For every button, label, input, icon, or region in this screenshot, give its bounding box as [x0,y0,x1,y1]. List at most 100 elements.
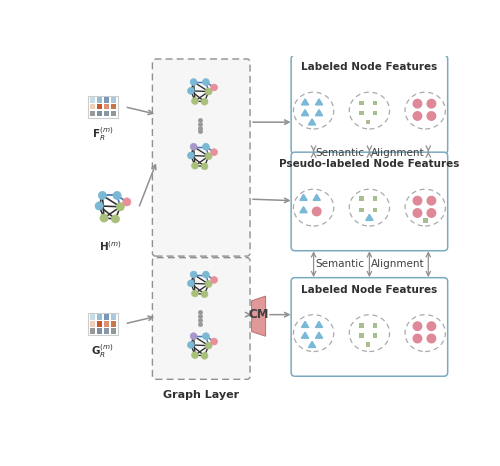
Circle shape [190,144,197,150]
Circle shape [201,163,208,170]
Bar [372,110,377,115]
Polygon shape [302,110,308,116]
Circle shape [210,149,218,156]
Bar [90,321,95,327]
Bar [372,101,377,105]
Text: Labeled Node Features: Labeled Node Features [302,62,438,72]
Text: Semantic: Semantic [316,148,365,158]
Text: Alignment: Alignment [371,259,424,269]
Bar [110,97,116,103]
Bar [96,104,102,110]
Bar [90,104,95,110]
Polygon shape [252,296,266,336]
Circle shape [113,192,121,199]
Circle shape [413,112,422,120]
Circle shape [210,338,218,345]
Circle shape [312,207,321,216]
Text: CM: CM [248,308,269,321]
Bar [366,120,370,124]
FancyBboxPatch shape [88,96,118,118]
Circle shape [98,192,106,199]
Circle shape [427,334,436,343]
Polygon shape [302,99,308,105]
FancyBboxPatch shape [291,152,448,251]
Text: $\mathbf{G}_{R}^{(m)}$: $\mathbf{G}_{R}^{(m)}$ [92,343,114,360]
FancyBboxPatch shape [152,258,250,379]
Text: Graph Layer: Graph Layer [163,390,240,400]
Text: $\mathbf{H}^{(m)}$: $\mathbf{H}^{(m)}$ [99,239,122,253]
Circle shape [413,197,422,205]
Bar [360,110,364,115]
Bar [90,97,95,103]
Text: Semantic: Semantic [316,259,365,269]
Circle shape [427,99,436,108]
Bar [90,328,95,334]
Circle shape [112,215,120,223]
Circle shape [116,203,124,211]
Bar [110,111,116,116]
Bar [372,196,377,201]
Polygon shape [316,322,322,328]
Circle shape [205,342,212,349]
Bar [360,333,364,338]
Bar [96,97,102,103]
Circle shape [190,79,197,85]
Bar [372,208,377,212]
Polygon shape [308,119,316,125]
Circle shape [210,277,218,283]
Bar [104,321,109,327]
Bar [96,328,102,334]
Circle shape [427,112,436,120]
Text: Pseudo-labeled Node Features: Pseudo-labeled Node Features [279,159,460,169]
Bar [90,111,95,116]
Polygon shape [366,214,373,220]
Bar [104,314,109,320]
Bar [372,323,377,328]
Circle shape [190,333,197,340]
Circle shape [427,209,436,217]
Circle shape [188,152,194,159]
Bar [96,321,102,327]
Bar [423,219,428,223]
Circle shape [205,153,212,159]
Polygon shape [313,194,320,200]
Bar [104,104,109,110]
FancyBboxPatch shape [88,313,118,335]
Bar [360,196,364,201]
Circle shape [413,322,422,330]
Circle shape [201,98,208,105]
Circle shape [192,352,198,358]
Bar [360,101,364,105]
FancyBboxPatch shape [152,59,250,256]
Bar [90,314,95,320]
Circle shape [427,197,436,205]
Circle shape [95,202,103,210]
Circle shape [205,88,212,95]
Circle shape [413,209,422,217]
Polygon shape [316,99,322,105]
Circle shape [202,333,209,340]
Circle shape [202,79,209,85]
Circle shape [201,291,208,298]
Polygon shape [308,342,316,348]
FancyBboxPatch shape [291,55,448,154]
Circle shape [123,198,131,206]
Text: Alignment: Alignment [371,148,424,158]
Circle shape [205,281,212,288]
Circle shape [427,322,436,330]
Bar [110,314,116,320]
Polygon shape [316,332,322,338]
Circle shape [188,342,194,349]
Polygon shape [300,194,307,200]
Bar [96,314,102,320]
Bar [366,343,370,347]
Bar [104,97,109,103]
Bar [360,323,364,328]
Bar [360,208,364,212]
Circle shape [190,271,197,278]
Circle shape [202,271,209,278]
Circle shape [192,97,198,104]
Polygon shape [302,332,308,338]
Polygon shape [300,206,307,212]
Bar [110,321,116,327]
